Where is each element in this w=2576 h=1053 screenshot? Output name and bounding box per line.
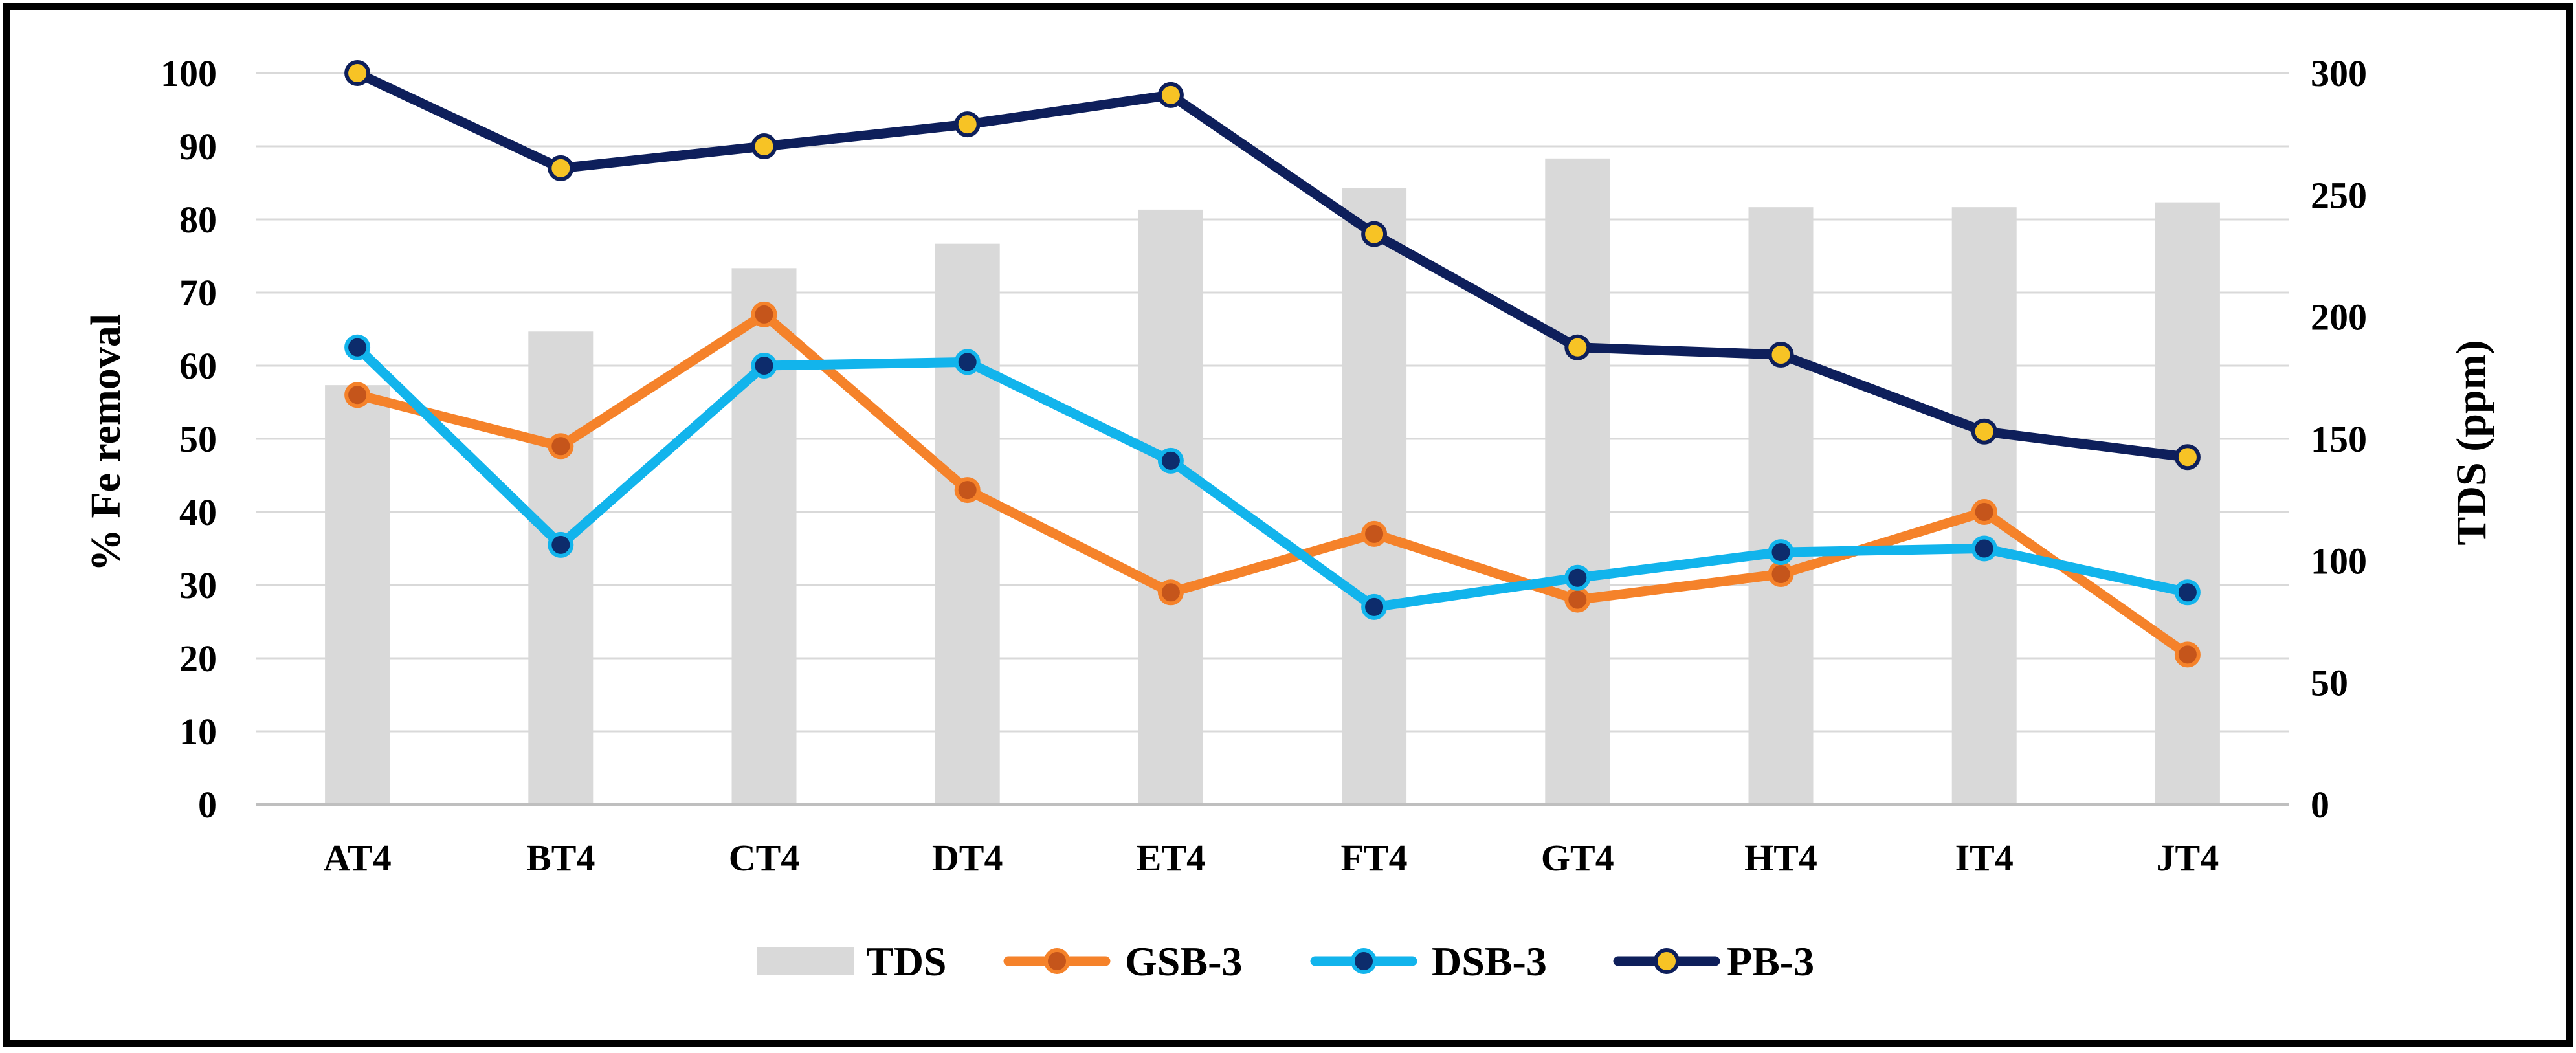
dsb-3-point — [548, 531, 574, 558]
y-tick-label: 40 — [179, 491, 217, 533]
legend: TDS GSB-3 DSB-3 PB-3 — [757, 938, 1814, 984]
tds-bar — [1138, 209, 1203, 804]
category-label: HT4 — [1744, 837, 1817, 879]
y-tick-label: 60 — [179, 345, 217, 387]
category-label: DT4 — [932, 837, 1003, 879]
gsb-3-point — [1157, 579, 1184, 606]
gsb-3-point — [751, 301, 777, 327]
legend-label: PB-3 — [1727, 938, 1814, 984]
pb-3-point — [1971, 418, 1997, 445]
category-label: CT4 — [729, 837, 800, 879]
dsb-3-point — [1768, 539, 1794, 566]
tds-bar — [2155, 202, 2220, 805]
y-tick-label: 100 — [161, 52, 217, 94]
y-axis-label: % Fe removal — [82, 314, 129, 571]
left-axis-ticks: 0 10 20 30 40 50 60 70 80 90 100 — [161, 52, 217, 826]
dsb-3-point — [1361, 593, 1388, 620]
gsb-3-point — [548, 433, 574, 460]
pb-3-point — [2174, 444, 2201, 471]
y2-tick-label: 0 — [2311, 784, 2329, 826]
pb-3-point — [751, 133, 777, 159]
gsb-3-point — [1564, 586, 1591, 613]
dsb-3-point — [751, 353, 777, 379]
pb-3-point — [1157, 82, 1184, 108]
y-tick-label: 90 — [179, 126, 217, 168]
dsb-3-point — [1157, 447, 1184, 474]
gsb-3-point — [2174, 641, 2201, 668]
category-label: IT4 — [1955, 837, 2014, 879]
y2-tick-label: 300 — [2311, 52, 2367, 94]
category-label: JT4 — [2157, 837, 2219, 879]
grid-lines — [256, 72, 2289, 733]
category-label: BT4 — [526, 837, 595, 879]
y-tick-label: 50 — [179, 418, 217, 460]
y-tick-label: 10 — [179, 711, 217, 753]
tds-bar — [528, 331, 594, 804]
category-label: AT4 — [323, 837, 391, 879]
y-tick-label: 70 — [179, 272, 217, 314]
category-label: FT4 — [1341, 837, 1408, 879]
legend-marker-gsb-3 — [1044, 948, 1070, 974]
category-label: GT4 — [1541, 837, 1614, 879]
y2-tick-label: 100 — [2311, 540, 2367, 582]
tds-bar — [325, 385, 390, 804]
y-tick-label: 80 — [179, 199, 217, 241]
y-tick-label: 30 — [179, 564, 217, 606]
series-lines — [352, 68, 2193, 660]
pb-3-point — [1564, 334, 1591, 360]
category-labels: AT4 BT4 CT4 DT4 ET4 FT4 GT4 HT4 IT4 JT4 — [323, 837, 2219, 879]
gsb-3-point — [1971, 499, 1997, 525]
dsb-3-point — [1971, 535, 1997, 562]
gsb-3-point — [344, 382, 371, 408]
dsb-3-point — [954, 349, 981, 375]
tds-bar — [935, 243, 1000, 805]
y2-tick-label: 150 — [2311, 418, 2367, 460]
dsb-3-point — [2174, 579, 2201, 606]
legend-label: GSB-3 — [1125, 938, 1242, 984]
pb-3-point — [1361, 221, 1388, 247]
gsb-3-point — [1361, 520, 1388, 547]
right-axis-ticks: 0 50 100 150 200 250 300 — [2311, 52, 2367, 826]
gsb-3-point — [954, 477, 981, 504]
category-label: ET4 — [1137, 837, 1205, 879]
y-tick-label: 20 — [179, 637, 217, 680]
y2-tick-label: 250 — [2311, 174, 2367, 216]
y-tick-label: 0 — [198, 784, 217, 826]
pb-3-point — [954, 111, 981, 138]
dsb-3-point — [344, 334, 371, 360]
tds-bar — [731, 268, 797, 804]
legend-label: DSB-3 — [1432, 938, 1547, 984]
series-markers — [344, 60, 2201, 668]
legend-marker-dsb-3 — [1351, 948, 1377, 974]
pb-3-point — [548, 155, 574, 181]
dsb-3-point — [1564, 564, 1591, 591]
tds-bar — [1748, 207, 1814, 805]
legend-marker-pb-3 — [1654, 948, 1680, 974]
tds-bar — [1342, 188, 1407, 804]
pb-3-line — [352, 68, 2193, 462]
y2-axis-label: TDS (ppm) — [2448, 340, 2495, 545]
tds-bars — [325, 158, 2220, 805]
pb-3-point — [344, 60, 371, 86]
tds-bar — [1545, 158, 1610, 805]
legend-swatch-tds — [757, 947, 854, 975]
y2-tick-label: 200 — [2311, 296, 2367, 338]
pb-3-point — [1768, 342, 1794, 368]
legend-label: TDS — [866, 938, 947, 984]
y2-tick-label: 50 — [2311, 662, 2348, 704]
gsb-3-line — [352, 309, 2193, 660]
gsb-3-point — [1768, 561, 1794, 588]
dsb-3-line — [352, 342, 2193, 612]
